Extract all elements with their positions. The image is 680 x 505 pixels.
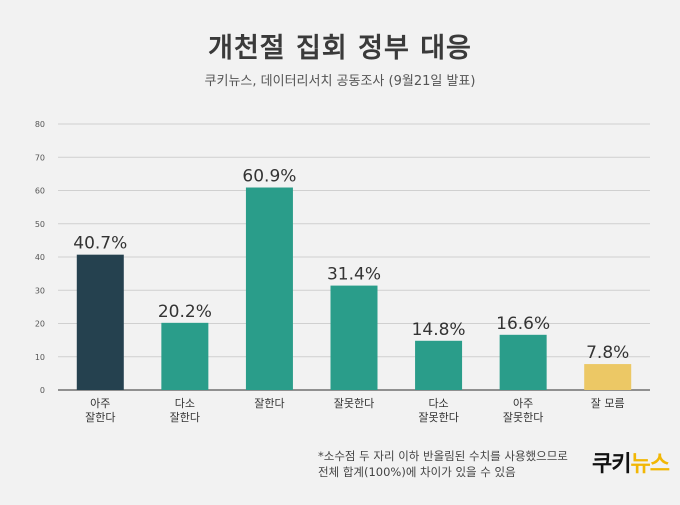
value-label-1: 20.2% [158, 302, 212, 322]
bar-0 [76, 254, 124, 390]
chart-subtitle: 쿠키뉴스, 데이터리서치 공동조사 (9월21일 발표) [204, 74, 476, 89]
kuki-news-logo: 쿠키뉴스 [592, 446, 670, 478]
category-label-line: 잘한다 [254, 397, 284, 410]
bar-1 [161, 322, 209, 390]
category-label-line: 잘한다 [85, 411, 115, 424]
category-label-4: 다소 잘못한다 [418, 397, 458, 424]
footnote-line-1: *소수점 두 자리 이하 반올림된 수치를 사용했으므로 [318, 449, 568, 463]
y-tick-label-3: 30 [35, 286, 45, 295]
value-label-4: 14.8% [412, 320, 466, 340]
footnote-line-2: 전체 합계(100%)에 차이가 있을 수 있음 [318, 465, 516, 479]
category-label-line: 아주 [513, 397, 533, 410]
category-label-line: 다소 [175, 397, 195, 410]
category-label-line: 잘한다 [170, 411, 200, 424]
category-label-2: 잘한다 [254, 397, 284, 410]
value-label-6: 7.8% [586, 343, 629, 363]
category-label-line: 잘못한다 [334, 397, 374, 410]
bar-5 [499, 334, 547, 390]
y-tick-label-0: 0 [40, 386, 45, 395]
category-label-0: 아주 잘한다 [85, 397, 115, 424]
category-label-6: 잘 모름 [591, 397, 625, 410]
value-label-5: 16.6% [496, 314, 550, 334]
category-label-5: 아주 잘못한다 [503, 397, 543, 424]
bar-3 [330, 285, 378, 390]
logo-accent-text: 뉴스 [630, 452, 669, 477]
y-tick-label-7: 70 [35, 153, 45, 162]
category-label-line: 잘 모름 [591, 397, 625, 410]
bar-6 [584, 364, 632, 390]
logo-main-text: 쿠키 [592, 452, 631, 477]
y-tick-label-6: 60 [35, 187, 45, 196]
footnote: *소수점 두 자리 이하 반올림된 수치를 사용했으므로 전체 합계(100%)… [318, 448, 568, 480]
category-label-line: 아주 [90, 397, 110, 410]
y-tick-label-5: 50 [35, 220, 45, 229]
category-label-line: 잘못한다 [418, 411, 458, 424]
y-tick-label-1: 10 [35, 353, 45, 362]
value-label-0: 40.7% [73, 234, 127, 254]
category-label-line: 다소 [428, 397, 448, 410]
y-tick-label-8: 80 [35, 120, 45, 129]
value-label-3: 31.4% [327, 265, 381, 285]
bar-2 [245, 187, 293, 390]
y-tick-label-4: 40 [35, 253, 45, 262]
bar-4 [415, 340, 463, 390]
value-label-2: 60.9% [242, 167, 296, 187]
category-label-3: 잘못한다 [334, 397, 374, 410]
chart-title: 개천절 집회 정부 대응 [208, 33, 472, 64]
y-tick-label-2: 20 [35, 320, 45, 329]
category-label-1: 다소 잘한다 [170, 397, 200, 424]
category-label-line: 잘못한다 [503, 411, 543, 424]
